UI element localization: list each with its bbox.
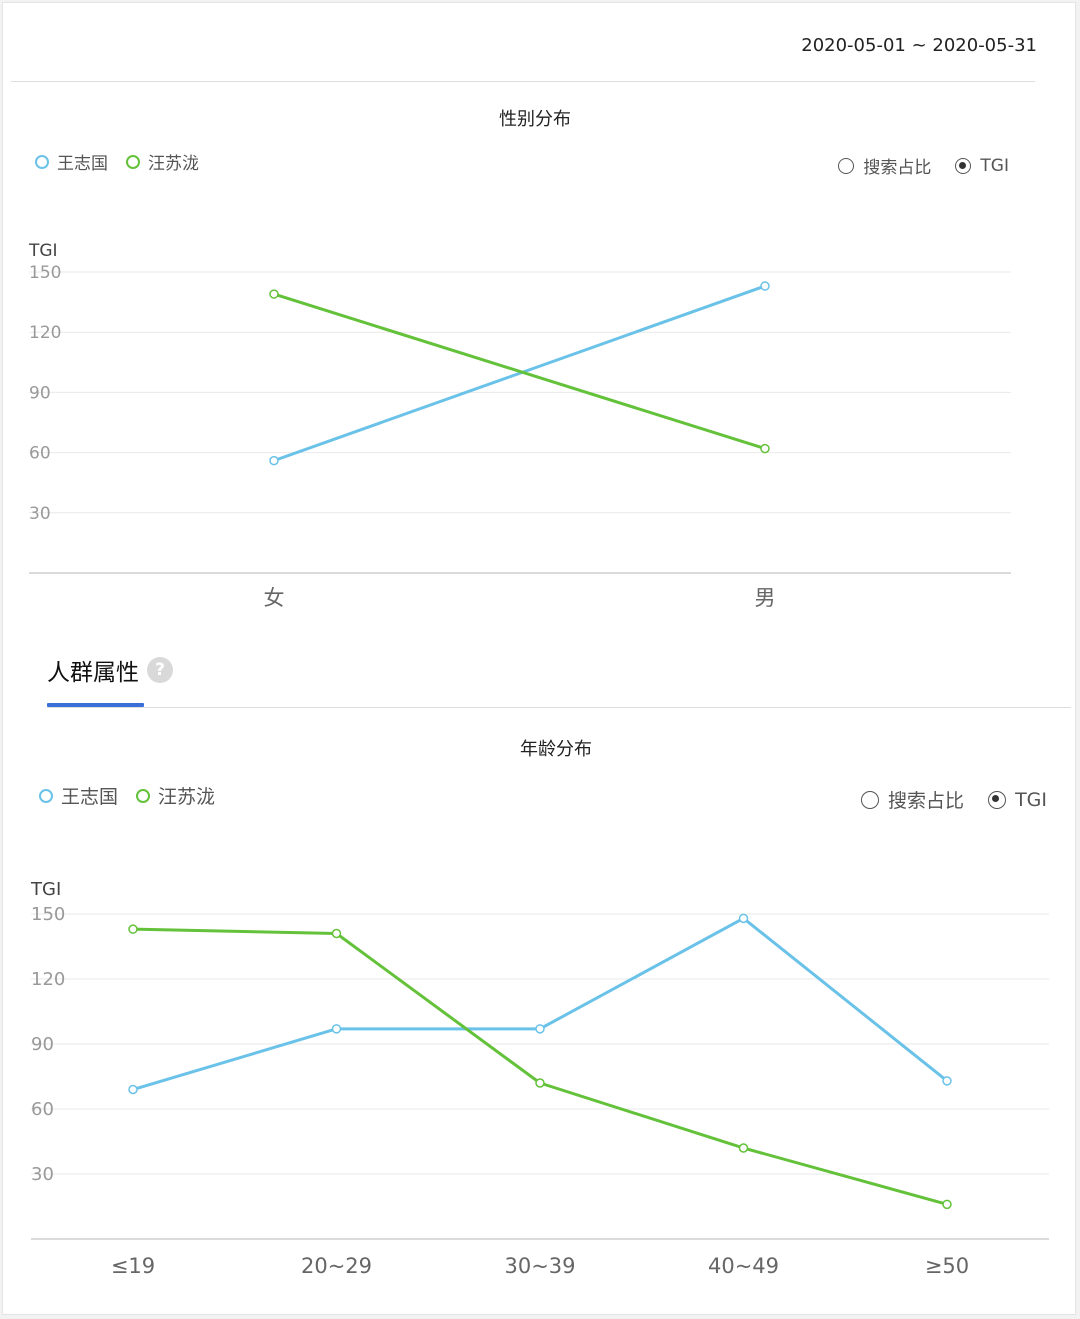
x-tick-label: ≥50 [925,1254,969,1278]
data-point [760,443,770,454]
help-icon[interactable]: ? [147,657,173,683]
data-point [535,1078,545,1088]
x-tick-label: 20~29 [301,1254,372,1278]
gender-metric-radio-group: 搜索占比 TGI [814,153,1009,178]
section-tab-label: 人群属性 [47,660,139,686]
legend-label: 王志国 [61,786,119,808]
data-point [269,455,279,466]
radio-label: 搜索占比 [888,790,965,812]
section-tab[interactable]: 人群属性 ? [47,653,173,687]
x-tick-label: ≤19 [111,1254,155,1278]
section-tab-underline [47,703,144,707]
radio-label: TGI [1015,788,1047,811]
data-point [738,913,749,924]
age-chart-title: 年龄分布 [520,739,592,760]
age-metric-radio-group: 搜索占比 TGI [837,786,1047,813]
legend-item-wangsulong[interactable]: 汪苏泷 [136,782,215,809]
data-point [269,289,279,299]
legend-label: 王志国 [57,154,108,174]
y-tick-label: 150 [31,904,65,925]
data-point [128,1084,138,1095]
x-tick-label: 女 [264,586,285,610]
y-tick-label: 30 [31,1164,54,1185]
radio-selected-icon [988,790,1007,809]
y-tick-label: 120 [31,969,65,990]
y-axis-title: TGI [30,879,61,900]
legend-marker-green [136,788,151,803]
series-line [273,284,766,463]
data-point [760,281,770,291]
y-tick-label: 30 [29,504,51,524]
data-point [331,928,342,939]
legend-item-wangsulong[interactable]: 汪苏泷 [126,149,199,174]
y-tick-label: 60 [29,444,51,464]
radio-search-share[interactable]: 搜索占比 [861,786,964,813]
y-tick-label: 90 [31,1034,54,1055]
x-tick-label: 30~39 [504,1254,575,1278]
gender-chart-title: 性别分布 [499,109,571,130]
x-tick-label: 40~49 [708,1254,779,1278]
radio-selected-icon [955,157,972,174]
data-point [128,924,138,934]
legend-marker-blue [35,154,49,169]
radio-tgi[interactable]: TGI [955,156,1009,176]
radio-circle-icon [838,157,855,174]
legend-item-wangzhiguo[interactable]: 王志国 [35,149,108,174]
data-point [942,1076,952,1086]
section-divider [47,707,1071,708]
series-line [132,927,948,1206]
age-chart-legend: 王志国 汪苏泷 [39,782,233,809]
y-axis-title: TGI [28,241,58,261]
legend-marker-blue [39,788,53,803]
legend-label: 汪苏泷 [158,786,216,808]
header-divider [11,81,1035,82]
x-tick-label: 男 [755,586,776,610]
age-line-chart: TGI 30 60 90 120 150 ≤19 20~29 30~39 40~49 ≥50 [30,879,1049,1278]
radio-circle-icon [861,790,880,809]
data-point [738,1143,749,1153]
radio-label: 搜索占比 [863,158,932,178]
date-range[interactable]: 2020-05-01 ~ 2020-05-31 [801,35,1037,56]
radio-tgi[interactable]: TGI [988,789,1047,811]
legend-label: 汪苏泷 [148,154,199,174]
data-point [535,1024,545,1034]
data-point [331,1024,342,1034]
y-tick-label: 150 [29,263,61,283]
radio-search-share[interactable]: 搜索占比 [838,153,931,178]
radio-label: TGI [980,155,1009,176]
data-point [942,1199,952,1210]
y-tick-label: 120 [29,323,61,343]
y-tick-label: 90 [29,383,51,403]
legend-item-wangzhiguo[interactable]: 王志国 [39,782,118,809]
gender-line-chart: TGI 30 60 90 120 150 女 男 [28,241,1011,610]
series-line [273,292,766,451]
legend-marker-green [126,154,140,169]
y-tick-label: 60 [31,1099,54,1120]
gender-chart-legend: 王志国 汪苏泷 [35,149,217,174]
series-line [132,916,948,1091]
